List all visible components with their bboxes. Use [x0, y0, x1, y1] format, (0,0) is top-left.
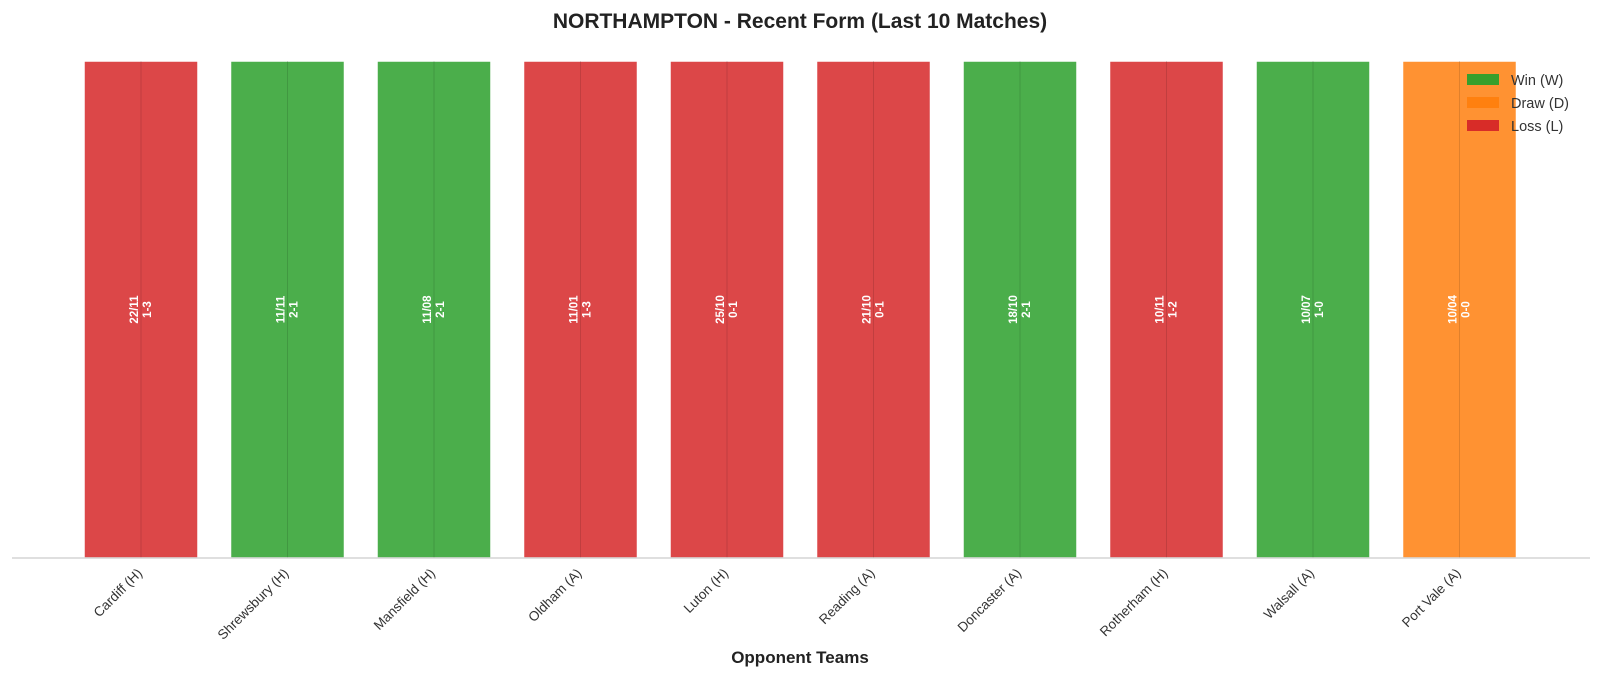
legend-swatch-l	[1467, 120, 1499, 131]
match-date: 10/11	[1155, 295, 1167, 324]
match-date: 10/04	[1448, 295, 1460, 324]
x-tick-label: Luton (H)	[681, 566, 731, 616]
match-score: 1-3	[582, 301, 594, 318]
legend-swatch-w	[1467, 74, 1499, 85]
legend: Win (W) Draw (D) Loss (L)	[1467, 73, 1569, 135]
x-tick-label: Port Vale (A)	[1399, 566, 1464, 631]
match-score: 2-1	[1021, 301, 1033, 318]
legend-label-w: Win (W)	[1511, 73, 1563, 89]
match-score: 1-2	[1168, 301, 1180, 318]
x-tick-label: Walsall (A)	[1261, 566, 1317, 622]
match-score: 0-1	[875, 301, 887, 318]
match-date: 22/11	[129, 295, 141, 324]
x-axis-label: Opponent Teams	[731, 648, 869, 667]
chart-title: NORTHAMPTON - Recent Form (Last 10 Match…	[553, 10, 1047, 33]
match-score: 1-3	[142, 301, 154, 318]
match-date: 11/01	[569, 295, 581, 324]
x-tick-label: Shrewsbury (H)	[215, 566, 292, 643]
x-tick-label: Reading (A)	[816, 566, 878, 628]
x-tick-label: Oldham (A)	[525, 566, 584, 625]
match-date: 18/10	[1008, 295, 1020, 324]
legend-label-l: Loss (L)	[1511, 119, 1563, 135]
match-score: 2-1	[289, 301, 301, 318]
bars-group: 22/111-3 11/112-1 11/082-1 11/011-3 25/100-1…	[84, 61, 1517, 558]
match-date: 11/08	[422, 295, 434, 324]
match-score: 1-0	[1314, 301, 1326, 318]
x-tick-label: Rotherham (H)	[1097, 566, 1171, 640]
match-score: 2-1	[435, 301, 447, 318]
match-date: 11/11	[276, 295, 288, 323]
match-date: 21/10	[862, 295, 874, 324]
match-date: 25/10	[715, 295, 727, 324]
match-score: 0-1	[728, 301, 740, 318]
x-tick-labels: Cardiff (H) Shrewsbury (H) Mansfield (H) Ol…	[91, 566, 1464, 643]
match-date: 10/07	[1301, 295, 1313, 324]
match-score: 0-0	[1461, 301, 1473, 318]
legend-label-d: Draw (D)	[1511, 96, 1569, 112]
x-tick-label: Doncaster (A)	[955, 566, 1024, 635]
x-tick-label: Mansfield (H)	[371, 566, 438, 633]
x-tick-label: Cardiff (H)	[91, 566, 145, 620]
legend-swatch-d	[1467, 97, 1499, 108]
